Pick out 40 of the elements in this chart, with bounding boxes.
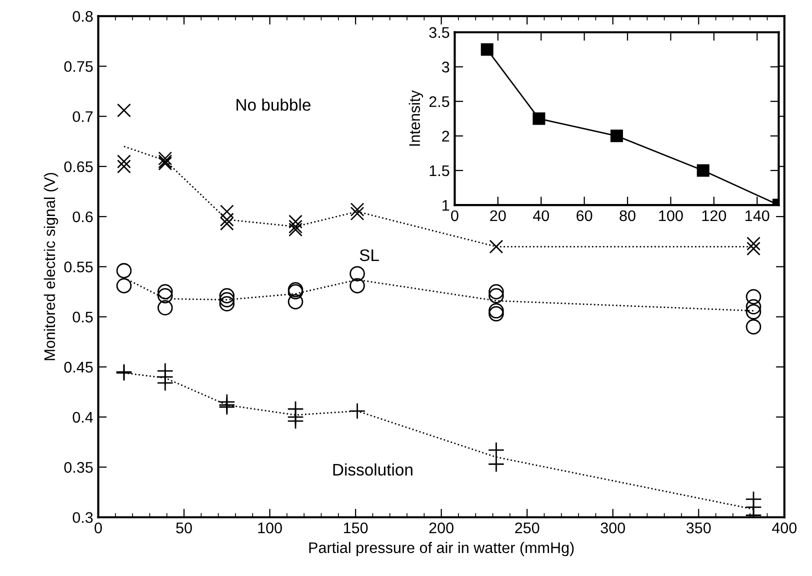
y-tick-label: 1	[442, 200, 450, 211]
y-tick-label: 0.3	[72, 512, 93, 523]
x-tick-label: 100	[258, 522, 282, 534]
y-tick-label: 0.4	[72, 412, 93, 423]
y-tick-label: 0.6	[72, 211, 93, 222]
y-tick-label: 0.8	[72, 10, 93, 22]
x-tick-label: 350	[686, 522, 711, 534]
y-tick-label: 3	[442, 62, 450, 72]
x-tick-label: 40	[532, 210, 550, 222]
x-tick-label: 120	[702, 210, 726, 222]
y-axis-title: Monitored electric signal (V)	[44, 172, 58, 360]
y-tick-label: 0.7	[72, 111, 93, 122]
y-tick-label: 1.5	[430, 166, 450, 176]
annotation: Dissolution	[333, 463, 412, 476]
x-tick-label: 50	[176, 522, 192, 534]
annotation: No bubble	[236, 98, 310, 111]
x-tick-label: 150	[344, 522, 368, 534]
x-tick-label: 250	[515, 522, 540, 534]
y-tick-label: 3.5	[429, 27, 450, 38]
x-tick-label: 400	[772, 522, 797, 534]
x-tick-label: 0	[94, 522, 102, 534]
y-tick-label: 2	[442, 130, 450, 142]
y-tick-label: 0.75	[64, 61, 93, 72]
y-tick-label: 0.35	[64, 462, 93, 473]
y-tick-label: 0.65	[64, 161, 93, 172]
x-tick-label: 140	[746, 210, 770, 222]
x-tick-label: 200	[429, 522, 454, 534]
x-tick-label: 100	[659, 210, 683, 222]
x-tick-label: 20	[490, 210, 506, 222]
x-axis-title: Partial pressure of air in watter (mmHg)	[309, 542, 574, 556]
y-tick-label: 0.45	[64, 362, 93, 373]
y-tick-label: 0.55	[64, 262, 93, 272]
x-tick-label: 80	[620, 210, 636, 222]
y-axis-title: Intensity	[408, 90, 424, 146]
x-tick-label: 0	[451, 210, 458, 222]
annotation: SL	[360, 249, 379, 262]
x-tick-label: 300	[600, 522, 626, 534]
x-tick-label: 60	[576, 210, 592, 222]
y-tick-label: 2.5	[429, 96, 450, 108]
y-tick-label: 0.5	[72, 312, 93, 322]
